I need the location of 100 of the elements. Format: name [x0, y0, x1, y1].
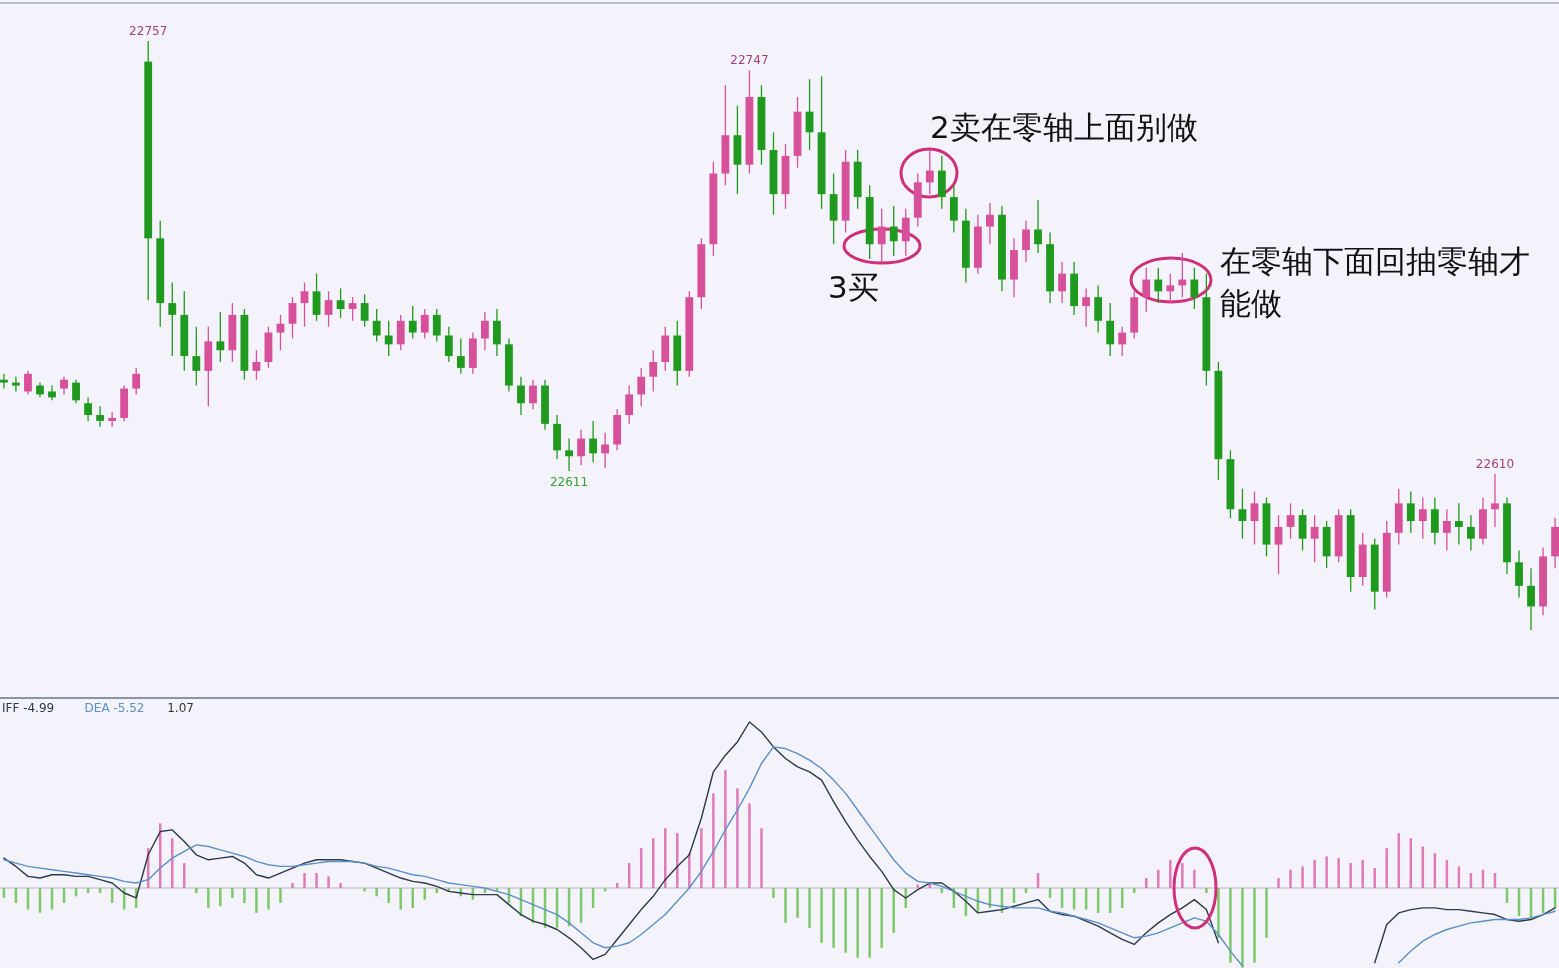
candlestick	[132, 367, 141, 396]
bar	[327, 876, 330, 888]
candlestick	[1418, 496, 1427, 540]
candlestick	[601, 432, 610, 469]
bar	[1241, 888, 1244, 968]
candlestick	[1527, 567, 1535, 631]
candlestick	[889, 205, 898, 257]
candlestick	[336, 287, 345, 319]
candlestick	[1298, 508, 1307, 552]
bar	[1289, 869, 1292, 888]
candlestick	[312, 273, 321, 322]
candlestick	[108, 411, 117, 428]
annotation: 22747	[730, 53, 769, 68]
bar	[1313, 859, 1316, 888]
candlestick	[276, 314, 285, 351]
candlestick	[877, 208, 886, 263]
bar	[207, 888, 210, 908]
candlestick	[1142, 267, 1151, 313]
annotation: 在零轴下面回抽零轴才能做	[1220, 243, 1530, 321]
bar	[1265, 888, 1268, 938]
bar	[700, 828, 703, 888]
bar	[1217, 888, 1220, 938]
candlestick	[1118, 326, 1127, 357]
candlestick	[1094, 284, 1103, 334]
bar	[279, 888, 282, 903]
bar	[375, 888, 378, 897]
candlestick	[565, 437, 573, 472]
bar	[1145, 878, 1148, 888]
candlestick	[480, 311, 489, 351]
bar	[1229, 888, 1232, 963]
bar	[363, 888, 366, 892]
candlestick	[324, 290, 333, 328]
bar	[243, 888, 246, 903]
candlestick	[1250, 490, 1259, 546]
candlestick	[517, 376, 525, 416]
candlestick	[1467, 514, 1475, 552]
bar	[664, 828, 667, 888]
candlestick	[1274, 514, 1283, 575]
candlestick	[420, 308, 429, 340]
bar	[303, 873, 306, 888]
bar	[183, 863, 186, 888]
bar	[712, 793, 715, 888]
candlestick	[1442, 508, 1451, 552]
bar	[195, 888, 198, 893]
annotation: 3买	[828, 269, 879, 305]
bar	[1337, 858, 1340, 888]
candlestick	[1430, 496, 1439, 546]
candlestick	[925, 149, 934, 195]
candlestick	[288, 296, 297, 340]
bar	[339, 883, 342, 888]
candlestick	[1515, 549, 1523, 599]
bar	[1193, 869, 1196, 888]
candlestick	[1491, 473, 1499, 528]
candlestick	[986, 202, 994, 245]
candlestick	[901, 208, 910, 257]
annotation: 22757	[129, 24, 168, 38]
candlestick	[1034, 199, 1042, 254]
candlestick	[84, 396, 92, 422]
candlestick	[1286, 502, 1295, 540]
bar	[399, 888, 402, 910]
candlestick	[360, 293, 369, 328]
bar	[676, 833, 679, 888]
text: 1.07	[167, 701, 194, 715]
bar	[880, 888, 883, 948]
bar	[1301, 866, 1304, 888]
candlestick	[372, 308, 381, 343]
candlestick	[192, 326, 201, 387]
bar	[1181, 863, 1184, 888]
bar	[231, 888, 234, 898]
annotation: 2卖在零轴上面别做	[930, 109, 1198, 145]
candlestick	[1166, 273, 1175, 304]
bar	[1361, 859, 1364, 888]
candlestick	[589, 420, 598, 463]
bar	[1157, 869, 1160, 888]
bar	[1253, 888, 1256, 963]
candlestick	[1310, 514, 1319, 563]
candlestick	[649, 349, 658, 393]
bar	[411, 888, 414, 908]
bar	[748, 803, 751, 888]
bar	[688, 853, 691, 888]
bar	[1277, 878, 1280, 888]
bar	[1385, 848, 1388, 888]
bar	[796, 888, 799, 918]
candlestick	[637, 367, 646, 407]
candlestick	[1058, 261, 1066, 304]
candlestick	[72, 379, 80, 404]
bar	[868, 888, 871, 958]
bar	[255, 888, 258, 913]
candlestick	[444, 326, 453, 363]
annotation: 22611	[549, 474, 589, 489]
bar	[724, 770, 727, 888]
bar	[1373, 868, 1376, 888]
bar	[315, 873, 318, 888]
bar	[219, 888, 222, 907]
candlestick	[1106, 302, 1115, 357]
candlestick	[384, 320, 393, 357]
bar	[772, 888, 775, 898]
bar	[171, 838, 174, 888]
candlestick	[1082, 287, 1091, 328]
text: DEA -5.52	[84, 701, 145, 715]
